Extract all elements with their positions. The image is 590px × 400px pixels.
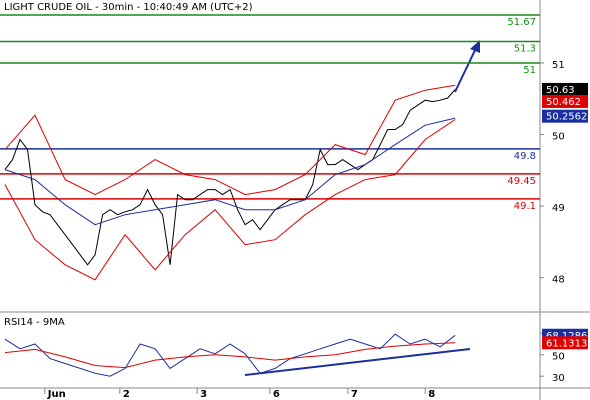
series-line — [4, 89, 456, 266]
x-tick-label: 6 — [273, 389, 280, 400]
series-line — [4, 117, 456, 226]
level-label: 51.67 — [507, 17, 536, 28]
y-tick-label: 50 — [552, 132, 565, 143]
price-tag-label: 68.1286 — [546, 331, 587, 342]
level-label: 51.3 — [514, 44, 536, 55]
rsi-title: RSI14 - 9MA — [4, 317, 65, 328]
level-label: 49.45 — [507, 176, 536, 187]
series-line — [4, 342, 456, 369]
y-tick-label: 48 — [552, 275, 565, 286]
level-label: 49.1 — [514, 201, 536, 212]
rsi-trendline — [244, 348, 471, 376]
price-tag — [542, 82, 588, 96]
y-tick-label: 49 — [552, 203, 565, 214]
chart-title: LIGHT CRUDE OIL - 30min - 10:40:49 AM (U… — [4, 2, 253, 13]
price-tag-label: 50.63 — [546, 85, 575, 96]
x-tick-label: 7 — [351, 389, 358, 400]
y-tick-label: 51 — [552, 60, 565, 71]
x-tick-label: 8 — [428, 389, 435, 400]
level-label: 51 — [523, 65, 536, 76]
price-tag-label: 61.1313 — [546, 338, 587, 349]
y-tick-label: 30 — [552, 373, 565, 384]
price-tag-label: 50.2562 — [546, 112, 587, 123]
y-tick-label: 50 — [552, 352, 565, 363]
arrow-head — [470, 40, 480, 53]
trend-arrow — [454, 45, 478, 93]
price-tag — [542, 336, 588, 350]
x-tick-label: Jun — [47, 389, 66, 400]
price-tag-label: 50.462 — [546, 97, 581, 108]
x-tick-label: 3 — [200, 389, 207, 400]
price-tag — [542, 94, 588, 108]
series-line — [4, 119, 456, 281]
series-line — [4, 333, 456, 377]
price-tag — [542, 109, 588, 123]
series-line — [4, 84, 456, 196]
level-label: 49.8 — [514, 151, 536, 162]
x-tick-label: 2 — [123, 389, 130, 400]
